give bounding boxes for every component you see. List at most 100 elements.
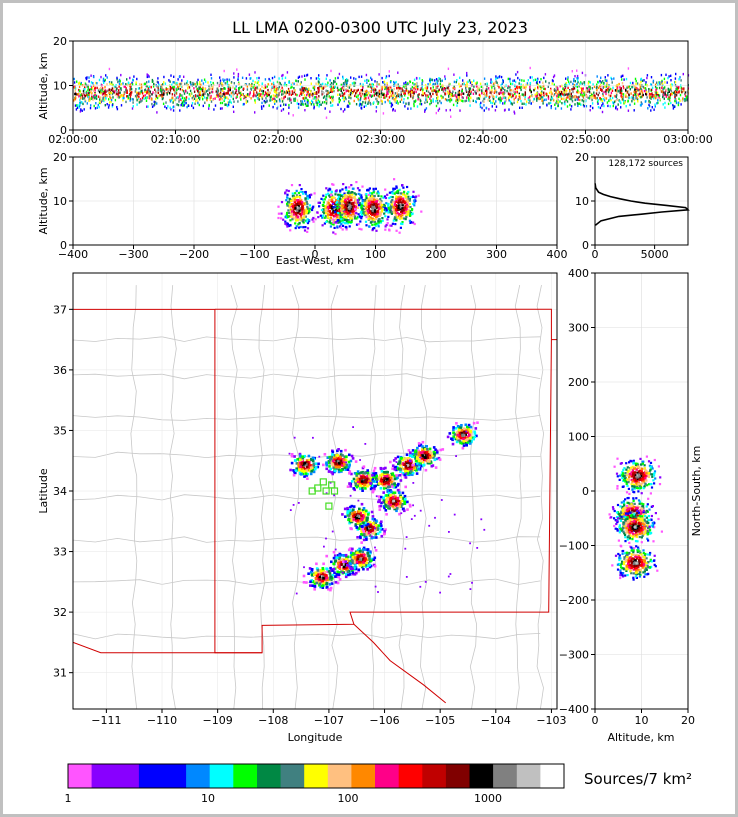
ew-height-source: [312, 220, 315, 223]
ew-height-source: [350, 220, 353, 224]
ew-height-source: [313, 192, 316, 195]
time-height-source: [242, 103, 244, 106]
time-height-source: [237, 82, 240, 86]
time-height-source: [635, 86, 637, 89]
time-height-source: [659, 81, 661, 84]
ew-height-source: [399, 213, 402, 216]
time-height-source: [116, 107, 119, 111]
time-height-source: [670, 86, 672, 89]
time-height-source: [122, 97, 124, 100]
time-height-source: [421, 93, 423, 97]
time-height-source: [667, 76, 669, 80]
time-height-source: [119, 87, 122, 90]
ew-height-source: [412, 202, 415, 206]
time-height-source: [675, 72, 677, 76]
ew-height-source: [341, 228, 344, 231]
plan-view-source: [310, 457, 313, 461]
time-height-source: [173, 81, 175, 84]
time-height-source: [547, 97, 550, 100]
time-height-source: [116, 95, 119, 99]
time-height-source: [632, 81, 634, 85]
time-height-source: [315, 77, 318, 80]
time-height-source: [138, 92, 140, 95]
time-height-source: [334, 77, 337, 80]
time-height-source: [468, 90, 470, 93]
ew-height-source: [306, 195, 309, 198]
ew-height-source: [384, 225, 387, 228]
ew-height-source: [327, 213, 330, 216]
time-height-source: [158, 83, 160, 87]
time-height-source: [487, 87, 490, 90]
time-height-source: [241, 93, 243, 96]
time-height-source: [250, 97, 252, 100]
time-height-source: [142, 94, 145, 98]
time-height-source: [281, 93, 283, 96]
time-height-source: [285, 103, 287, 106]
ew-height-source: [348, 201, 351, 204]
time-height-source: [490, 101, 492, 104]
time-height-source: [129, 85, 131, 88]
time-height-source: [204, 80, 207, 83]
time-height-source: [292, 92, 294, 95]
time-height-source: [306, 98, 309, 102]
time-height-source: [296, 93, 298, 97]
time-height-source: [410, 87, 412, 91]
time-height-source: [665, 73, 667, 76]
county-line: [73, 373, 541, 380]
time-height-source: [140, 89, 142, 93]
ew-height-source: [311, 208, 314, 212]
time-height-source: [315, 91, 318, 94]
time-height-source: [682, 72, 684, 76]
time-height-source: [105, 90, 107, 93]
time-height-source: [318, 89, 320, 92]
time-height-source: [250, 88, 253, 91]
time-height-source: [519, 106, 521, 109]
ew-height-source: [373, 223, 376, 226]
time-height-source: [198, 93, 201, 97]
time-height-source: [282, 73, 284, 77]
time-height-source: [614, 95, 616, 98]
time-height-source: [510, 82, 512, 86]
ew-height-source: [330, 196, 333, 199]
time-height-source: [282, 108, 285, 111]
time-height-source: [409, 90, 412, 93]
ew-height-source: [369, 216, 372, 219]
time-height-source: [258, 94, 260, 97]
ew-height-source: [327, 208, 330, 211]
ew-height-source: [364, 212, 367, 215]
time-height-source: [384, 87, 387, 90]
ew-height-source: [309, 207, 312, 210]
ew-height-source: [329, 219, 332, 222]
time-height-source: [430, 95, 432, 98]
ew-height-source: [387, 206, 390, 209]
plan-view-source: [369, 487, 373, 491]
time-height-source: [530, 90, 532, 94]
ew-height-source: [397, 205, 400, 208]
ew-height-source: [383, 195, 386, 198]
time-height-source: [668, 99, 671, 102]
plan-view-source: [328, 461, 331, 465]
ew-height-source: [288, 201, 291, 204]
time-height-source: [545, 98, 547, 101]
time-height-source: [444, 77, 446, 81]
time-height-source: [408, 90, 410, 94]
time-height-source: [198, 103, 200, 107]
ew-height-source: [284, 222, 287, 225]
time-height-source: [417, 98, 419, 101]
time-height-source: [495, 89, 497, 92]
time-height-source: [193, 87, 195, 90]
time-height-source: [210, 77, 213, 80]
ew-height-source: [345, 226, 348, 229]
ew-height-source: [335, 202, 338, 205]
time-height-source: [567, 86, 569, 90]
ew-height-source: [347, 190, 350, 193]
time-height-source: [441, 96, 443, 100]
plan-view-source: [336, 449, 339, 453]
time-height-source: [219, 79, 222, 82]
time-height-source: [106, 76, 108, 79]
time-height-source: [80, 93, 82, 96]
time-height-source: [215, 95, 218, 98]
ew-height-source: [342, 200, 345, 203]
plan-view-source: [308, 458, 312, 462]
time-height-xtick-label: 02:00:00: [48, 133, 97, 146]
